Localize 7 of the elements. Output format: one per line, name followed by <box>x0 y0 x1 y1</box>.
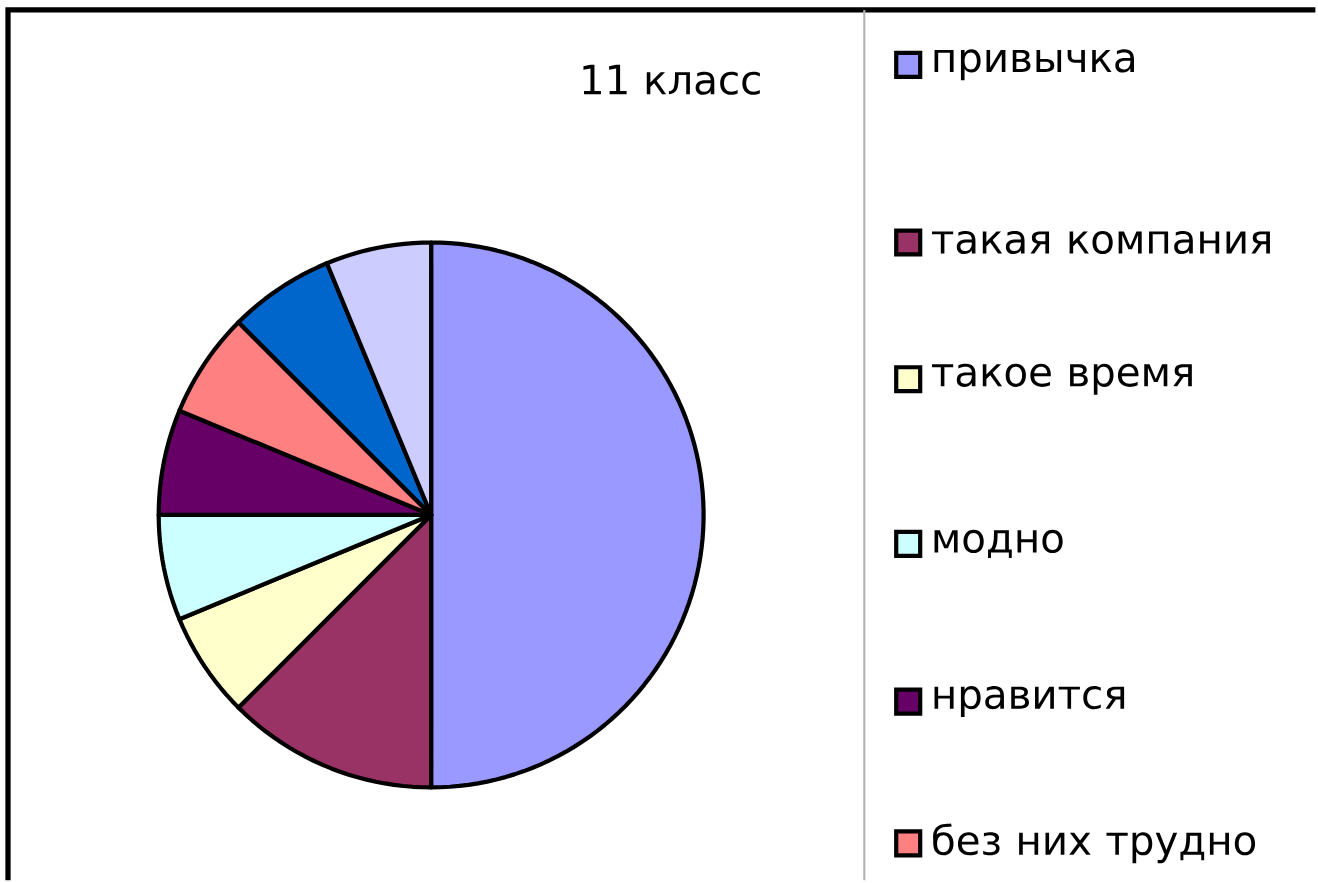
chart-title: 11 класс <box>583 64 760 95</box>
legend-label: нравится <box>934 686 1125 718</box>
legend-label: такое время <box>932 363 1192 395</box>
legend-label: привычка <box>934 49 1134 81</box>
legend-label: такая компания <box>932 230 1270 255</box>
legend-label: без них трудно <box>933 823 1256 864</box>
legend-label: модно <box>934 529 1063 559</box>
